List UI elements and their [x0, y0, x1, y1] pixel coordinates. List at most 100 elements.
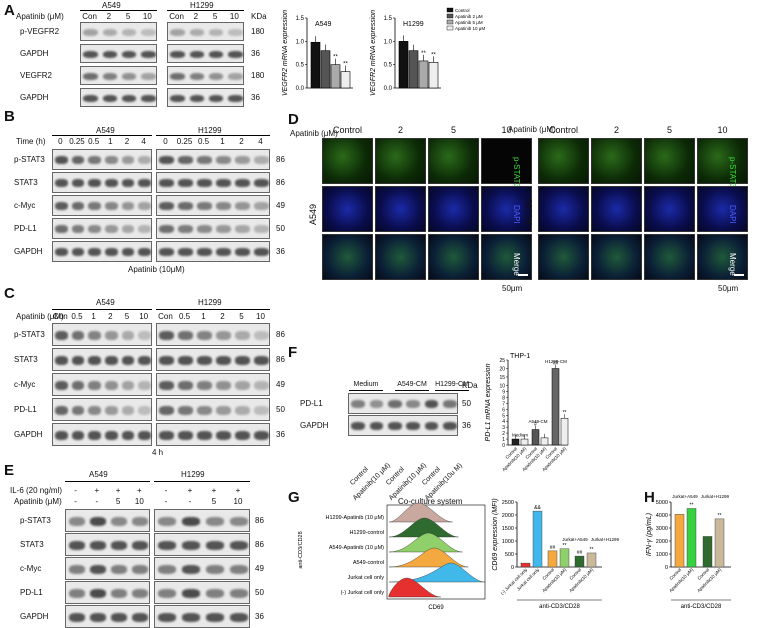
B-band	[254, 202, 269, 211]
D-tile-dapi	[322, 186, 373, 232]
A-underline-a549	[80, 10, 157, 11]
E-band	[229, 516, 249, 526]
G-bar-y-tick-label: 2500	[502, 500, 514, 506]
D-tile-merge	[481, 234, 532, 280]
E-band	[132, 588, 149, 598]
C-band	[197, 330, 212, 340]
B-lane-label: 0.25	[176, 137, 193, 146]
C-band	[55, 405, 68, 415]
A-chart-title: H1299	[403, 21, 424, 28]
C-band	[197, 380, 212, 390]
G-flow-peak	[388, 577, 441, 598]
C-lane-label: Con	[52, 312, 68, 321]
C-band	[254, 430, 269, 440]
A-chart-1-y-tick-label: 0.0	[384, 86, 393, 92]
C-band	[254, 355, 269, 365]
E-blot-strip	[65, 581, 150, 604]
G-flow-row-label: Jurkat cell only	[348, 575, 385, 581]
A-row-kda: 180	[251, 70, 265, 80]
E-band	[181, 564, 201, 574]
H-bar-y-tick-label: 2000	[656, 539, 668, 545]
A-lane-label: 10	[142, 12, 152, 21]
C-band	[105, 405, 118, 415]
B-lane-label: 1	[108, 137, 113, 146]
E-band	[229, 612, 249, 622]
E-row-kda: 50	[255, 587, 264, 597]
D-col-label: 10	[717, 125, 728, 135]
A-legend-label: Apatinib 2 μM	[455, 14, 483, 19]
A-band	[121, 28, 137, 36]
A-band	[141, 94, 156, 102]
C-band	[121, 430, 135, 440]
D-tile-dapi	[591, 186, 642, 232]
A-chart-0-y-label: VEGFR2 mRNA expression	[282, 10, 289, 96]
E-band	[132, 612, 149, 622]
G-bar-sig: **	[590, 547, 594, 553]
C-blot-strip	[156, 348, 270, 371]
H-bar-rect	[686, 508, 697, 568]
A-row-label: VEGFR2	[20, 70, 53, 80]
B-band	[235, 156, 250, 165]
A-band	[83, 28, 98, 36]
C-band	[138, 405, 151, 415]
B-band	[216, 202, 231, 211]
B-band	[197, 225, 212, 234]
H-bar-group-label: Jurkat+A549	[672, 494, 698, 499]
A-sig: **	[431, 52, 436, 58]
B-row-label: GAPDH	[14, 246, 43, 256]
A-band	[170, 28, 185, 36]
F-sig: **	[563, 410, 567, 416]
B-band	[159, 225, 174, 234]
G-bar-xlabel: anti-CD3/CD28	[539, 604, 580, 610]
B-lane-label: 4	[258, 137, 263, 146]
C-lane-label: 0.5	[178, 312, 191, 321]
E-row-kda: 86	[255, 539, 264, 549]
G-flow-row-label: H1299-control	[349, 530, 384, 536]
panel-c-footer: 4 h	[152, 448, 164, 457]
C-band	[55, 430, 68, 440]
E-band	[132, 564, 149, 574]
F-y-tick-label: 9	[502, 389, 505, 395]
A-band	[170, 50, 185, 58]
E-blot-strip	[65, 557, 150, 580]
C-row-label: c-Myc	[14, 379, 36, 389]
A-band	[141, 72, 156, 80]
G-bar-rect	[547, 550, 558, 568]
C-band	[159, 355, 174, 365]
B-band	[71, 225, 85, 234]
C-blot-strip	[156, 373, 270, 396]
A-chart-0-y-tick-label: 0.5	[296, 63, 305, 69]
A-blot-strip	[80, 66, 157, 85]
B-band	[71, 156, 85, 165]
F-y-tick-label: 15	[499, 375, 505, 381]
panel-g-label: G	[288, 489, 300, 506]
C-row-label: PD-L1	[14, 404, 37, 414]
A-band	[189, 72, 205, 80]
A-band	[170, 94, 185, 102]
G-flow-peak	[388, 532, 463, 553]
H-bar-y-label: IFN-γ (pg/mL)	[646, 513, 653, 556]
F-group-label: A549-CM	[397, 381, 427, 388]
E-underline-a549	[65, 481, 150, 482]
E-il6-value: +	[94, 486, 100, 495]
F-band	[424, 400, 439, 409]
H-bar-y-tick-label: 1000	[656, 552, 668, 558]
F-group-label: A549-CM	[528, 419, 547, 424]
B-band	[254, 156, 269, 165]
E-row-kda: 36	[255, 611, 264, 621]
C-row-label: GAPDH	[14, 429, 43, 439]
E-band	[181, 516, 201, 526]
B-row-kda: 50	[276, 223, 285, 233]
F-band	[406, 422, 421, 431]
C-band	[55, 355, 68, 365]
E-band	[157, 516, 177, 526]
C-lane-label: 2	[220, 312, 225, 321]
D-tile-merge	[322, 234, 373, 280]
C-lane-label: 10	[256, 312, 265, 321]
C-band	[88, 380, 101, 390]
B-lane-label: 0	[58, 137, 63, 146]
